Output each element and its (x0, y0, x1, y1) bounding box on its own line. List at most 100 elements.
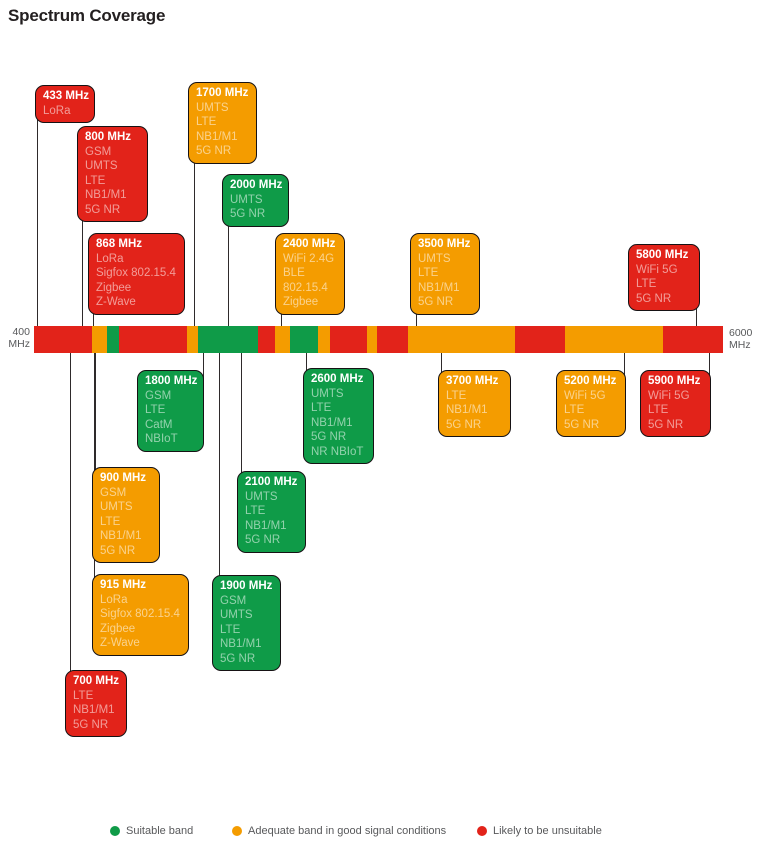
connector-1900 (219, 353, 221, 587)
band-tech: Zigbee (100, 622, 136, 635)
bar-segment-17-unsuitable (662, 326, 723, 353)
band-tech: NB1/M1 (196, 130, 238, 143)
band-tech: Sigfox 802.15.4 (96, 267, 176, 279)
band-tech: NB1/M1 (73, 704, 115, 716)
band-tech: UMTS (230, 193, 263, 206)
band-tech: CatM (145, 418, 173, 431)
band-tech: LTE (100, 515, 121, 528)
band-tech: LTE (73, 689, 94, 702)
band-tech: 5G NR (220, 652, 256, 665)
band-box-2400: 2400 MHz WiFi 2.4G BLE 802.15.4 Zigbee (275, 233, 345, 315)
band-tech: LoRa (43, 104, 71, 117)
band-tech: LTE (564, 404, 585, 416)
band-box-2100: 2100 MHz UMTS LTE NB1/M1 5G NR (237, 471, 306, 553)
band-box-3500: 3500 MHz UMTS LTE NB1/M1 5G NR (410, 233, 480, 315)
bar-segment-4-unsuitable (118, 326, 187, 353)
band-tech: 5G NR (73, 718, 109, 731)
band-tech: LTE (446, 389, 467, 402)
band-title-900: 900 MHz (100, 472, 147, 484)
bar-segment-13-unsuitable (376, 326, 409, 353)
band-tech: Sigfox 802.15.4 (100, 608, 180, 620)
band-tech: UMTS (311, 387, 344, 400)
band-tech: 5G NR (245, 534, 281, 546)
band-tech: GSM (85, 145, 112, 158)
band-tech: WiFi 2.4G (283, 252, 335, 265)
band-tech: UMTS (100, 501, 133, 513)
band-tech: 5G NR (100, 544, 136, 557)
band-tech: LTE (418, 267, 439, 279)
band-tech: UMTS (85, 160, 118, 172)
band-tech: LoRa (96, 252, 124, 265)
band-title-1700: 1700 MHz (196, 87, 249, 99)
band-tech: LoRa (100, 593, 128, 606)
band-tech: WiFi 5G (564, 389, 606, 402)
band-title-1800: 1800 MHz (145, 375, 198, 387)
band-tech: NB1/M1 (220, 638, 262, 650)
band-tech: 5G NR (446, 418, 482, 431)
legend-dot-suitable-icon (110, 826, 120, 836)
band-tech: Z-Wave (100, 637, 140, 649)
bar-segment-12-adequate (366, 326, 377, 353)
band-title-700: 700 MHz (73, 675, 120, 687)
band-title-800: 800 MHz (85, 131, 132, 143)
axis-label-start: 400 MHz (0, 326, 30, 350)
band-tech: NB1/M1 (245, 519, 287, 532)
bar-segment-5-adequate (186, 326, 199, 353)
bar-segment-7-unsuitable (258, 326, 275, 353)
band-tech: NB1/M1 (446, 404, 488, 416)
band-box-800: 800 MHz GSM UMTS LTE NB1/M1 5G NR (77, 126, 148, 222)
band-tech: LTE (196, 116, 217, 128)
bar-segment-1-unsuitable (34, 326, 93, 353)
band-box-1900: 1900 MHz GSM UMTS LTE NB1/M1 5G NR (212, 575, 281, 671)
band-tech: NB1/M1 (418, 281, 460, 294)
band-title-433: 433 MHz (43, 90, 90, 102)
axis-end-value: 6000 (729, 327, 753, 339)
band-tech: UMTS (220, 609, 253, 621)
legend-label: Adequate band in good signal conditions (248, 825, 447, 837)
band-tech: LTE (85, 174, 106, 187)
band-title-868: 868 MHz (96, 238, 143, 250)
legend-dot-adequate-icon (232, 826, 242, 836)
band-box-700: 700 MHz LTE NB1/M1 5G NR (65, 670, 127, 737)
band-box-868: 868 MHz LoRa Sigfox 802.15.4 Zigbee Z-Wave (88, 233, 185, 315)
band-title-3500: 3500 MHz (418, 238, 471, 250)
band-tech: 5G NR (648, 418, 684, 431)
connector-2000 (228, 186, 230, 326)
band-box-5200: 5200 MHz WiFi 5G LTE 5G NR (556, 370, 626, 437)
band-tech: 5G NR (196, 145, 232, 157)
band-title-5900: 5900 MHz (648, 375, 701, 387)
connector-1700 (194, 94, 196, 326)
connector-700 (70, 353, 72, 682)
band-tech: 5G NR (418, 296, 454, 308)
band-title-1900: 1900 MHz (220, 580, 273, 592)
band-title-2400: 2400 MHz (283, 238, 336, 250)
band-tech: GSM (220, 594, 247, 607)
bar-segment-3-suitable (106, 326, 119, 353)
bar-segment-10-adequate (318, 326, 330, 353)
band-tech: 5G NR (564, 418, 600, 431)
band-tech: LTE (220, 623, 241, 636)
axis-start-unit: MHz (8, 337, 30, 350)
spectrum-bar (34, 326, 723, 353)
bar-segment-9-suitable (289, 326, 319, 353)
band-tech: NBIoT (145, 433, 178, 445)
legend-label: Likely to be unsuitable (493, 825, 602, 837)
bar-segment-16-adequate (564, 326, 663, 353)
band-tech: 802.15.4 (283, 281, 328, 294)
band-box-1700: 1700 MHz UMTS LTE NB1/M1 5G NR (188, 82, 257, 164)
band-tech: Zigbee (96, 281, 132, 294)
band-tech: NB1/M1 (311, 416, 353, 429)
band-tech: Zigbee (283, 296, 319, 308)
band-tech: LTE (311, 402, 332, 414)
band-title-2100: 2100 MHz (245, 476, 298, 488)
band-title-2600: 2600 MHz (311, 373, 364, 385)
connector-1800 (203, 353, 205, 382)
band-tech: WiFi 5G (648, 389, 690, 402)
band-box-3700: 3700 MHz LTE NB1/M1 5G NR (438, 370, 511, 437)
band-title-915: 915 MHz (100, 579, 147, 591)
band-tech: GSM (145, 389, 172, 402)
band-tech: Z-Wave (96, 296, 136, 308)
band-tech: 5G NR (636, 292, 672, 305)
band-title-5800: 5800 MHz (636, 249, 689, 261)
